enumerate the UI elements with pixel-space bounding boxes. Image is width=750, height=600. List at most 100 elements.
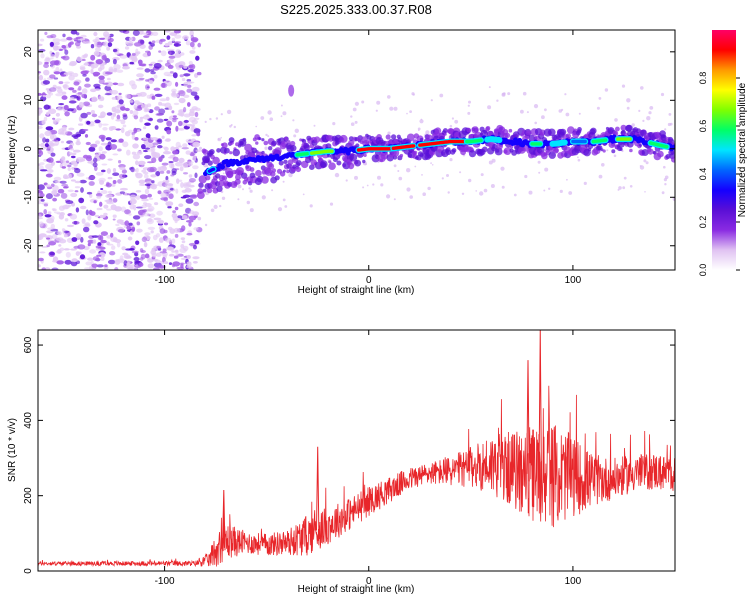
ridge-hot-segment	[207, 167, 216, 173]
noise-speckle	[44, 130, 52, 137]
faint-speckle	[372, 183, 375, 186]
noise-speckle	[79, 67, 86, 71]
noise-speckle	[186, 79, 192, 82]
noise-speckle	[60, 56, 66, 59]
ridge-halo	[229, 151, 233, 155]
noise-speckle	[124, 46, 130, 50]
noise-speckle	[104, 34, 111, 37]
noise-speckle	[83, 70, 90, 73]
ridge-halo	[224, 147, 230, 154]
ridge-halo	[657, 150, 664, 158]
noise-speckle	[68, 144, 73, 150]
noise-speckle	[171, 93, 180, 98]
noise-speckle	[38, 126, 43, 129]
noise-speckle	[133, 114, 139, 120]
ridge-halo	[261, 138, 265, 142]
ridge-halo	[218, 180, 225, 187]
noise-speckle	[46, 35, 54, 39]
noise-speckle	[90, 44, 95, 49]
noise-speckle	[38, 264, 41, 268]
noise-speckle	[102, 82, 109, 85]
noise-speckle	[49, 251, 55, 256]
noise-speckle	[93, 157, 98, 163]
noise-speckle	[182, 143, 188, 148]
noise-speckle	[112, 82, 119, 86]
noise-speckle	[98, 67, 102, 72]
faint-speckle	[376, 100, 381, 105]
noise-speckle	[89, 249, 97, 254]
noise-speckle	[80, 187, 84, 193]
noise-speckle	[46, 237, 51, 240]
noise-speckle	[67, 164, 72, 168]
ridge-halo	[309, 164, 315, 170]
ridge-halo	[355, 143, 360, 148]
noise-speckle	[189, 30, 194, 37]
noise-speckle	[173, 102, 180, 106]
snr-frame	[37, 329, 676, 572]
colorbar-label: Normalized spectral amplitude	[737, 82, 748, 217]
faint-speckle	[533, 104, 539, 109]
noise-speckle	[169, 71, 174, 74]
noise-speckle	[41, 119, 46, 125]
noise-speckle	[117, 148, 122, 152]
noise-speckle	[183, 65, 188, 69]
noise-speckle	[118, 104, 125, 107]
noise-speckle	[42, 137, 47, 143]
noise-speckle	[139, 118, 143, 123]
noise-speckle	[47, 157, 54, 163]
ridge-halo	[362, 159, 366, 164]
faint-speckle	[219, 204, 222, 208]
noise-speckle	[186, 81, 195, 84]
faint-speckle	[411, 92, 415, 96]
noise-speckle	[116, 114, 121, 120]
noise-speckle	[47, 227, 54, 230]
noise-speckle	[39, 169, 48, 172]
noise-speckle	[128, 213, 132, 216]
spectrogram-ylabel: Frequency (Hz)	[7, 116, 18, 185]
noise-speckle	[67, 167, 71, 172]
noise-speckle	[143, 108, 148, 113]
colorbar-tick-label: 0.6	[698, 120, 708, 133]
noise-speckle	[98, 122, 102, 128]
noise-speckle	[58, 244, 62, 247]
ridge-halo	[287, 159, 294, 165]
noise-speckle	[38, 217, 43, 220]
noise-speckle	[43, 69, 50, 76]
noise-speckle	[74, 180, 81, 184]
noise-speckle	[38, 92, 42, 96]
noise-speckle	[112, 180, 117, 184]
faint-speckle	[220, 113, 223, 116]
noise-speckle	[100, 231, 108, 237]
noise-speckle	[144, 68, 151, 73]
ridge-halo	[419, 137, 424, 142]
noise-speckle	[118, 92, 122, 96]
ridge-halo	[216, 148, 221, 153]
noise-speckle	[122, 141, 129, 148]
noise-speckle	[108, 66, 114, 73]
noise-speckle	[78, 86, 82, 91]
noise-speckle	[95, 193, 103, 197]
snr-axes: -100 0 100 0 200 400 600	[23, 330, 675, 587]
ridge-halo	[356, 137, 361, 142]
noise-speckle	[163, 261, 169, 264]
faint-speckle	[640, 86, 644, 90]
faint-speckle	[454, 119, 459, 124]
colorbar-ticks: 0.0 0.2 0.4 0.6 0.8	[698, 72, 740, 276]
noise-speckle	[189, 108, 195, 113]
ridge-halo	[577, 126, 582, 132]
noise-speckle	[92, 162, 98, 168]
noise-speckle	[49, 74, 56, 79]
noise-speckle	[147, 51, 151, 57]
noise-speckle	[168, 161, 174, 163]
noise-speckle	[190, 195, 197, 199]
ridge-hot-segment	[485, 137, 502, 142]
noise-speckle	[149, 69, 155, 72]
noise-speckle	[192, 211, 200, 216]
noise-speckle	[60, 192, 68, 199]
ridge-halo	[434, 127, 442, 134]
noise-speckle	[114, 105, 120, 110]
noise-speckle	[77, 244, 86, 250]
noise-speckle	[173, 43, 182, 47]
noise-speckle	[188, 111, 196, 117]
ridge-halo	[442, 128, 448, 134]
